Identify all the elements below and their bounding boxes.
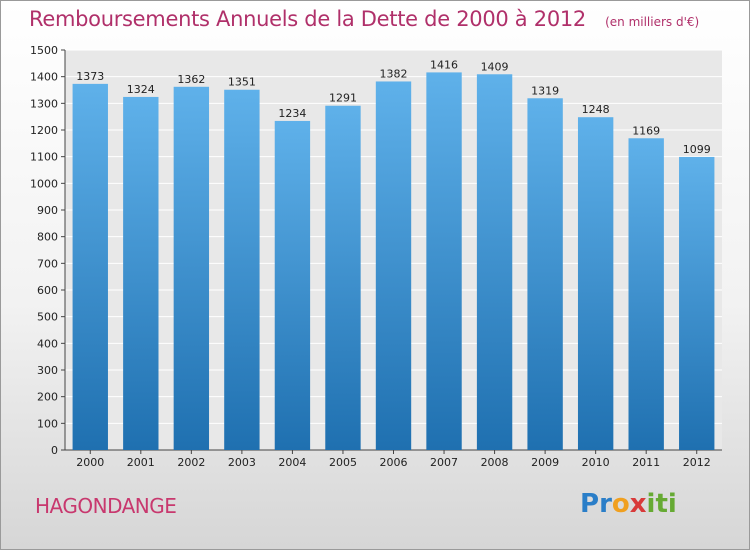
bar	[173, 86, 210, 451]
data-label: 1319	[531, 84, 559, 97]
chart-title: Remboursements Annuels de la Dette de 20…	[29, 7, 586, 31]
data-label: 1169	[632, 124, 660, 137]
city-name: HAGONDANGE	[35, 494, 177, 518]
x-tick-label: 2010	[582, 456, 610, 469]
bar	[325, 105, 361, 450]
y-tick-label: 100	[37, 417, 58, 430]
brand-letter: P	[580, 489, 600, 519]
brand-letter: o	[611, 489, 630, 519]
x-tick-label: 2000	[76, 456, 104, 469]
y-tick-label: 1100	[30, 151, 58, 164]
data-label: 1351	[228, 76, 256, 89]
x-tick-label: 2008	[481, 456, 509, 469]
bar	[224, 89, 260, 450]
data-label: 1382	[380, 67, 408, 80]
x-tick-label: 2012	[683, 456, 711, 469]
x-tick-label: 2002	[177, 456, 205, 469]
title-row: Remboursements Annuels de la Dette de 20…	[29, 7, 699, 37]
brand-letter: i	[667, 489, 677, 519]
y-tick-label: 1300	[30, 97, 58, 110]
x-tick-label: 2003	[228, 456, 256, 469]
x-tick-label: 2004	[278, 456, 306, 469]
data-label: 1234	[278, 107, 306, 120]
bar	[426, 72, 462, 451]
x-tick-label: 2011	[632, 456, 660, 469]
x-tick-label: 2006	[380, 456, 408, 469]
y-tick-label: 700	[37, 257, 58, 270]
y-tick-label: 1200	[30, 124, 58, 137]
data-label: 1248	[582, 103, 610, 116]
bar	[679, 156, 715, 450]
bar	[274, 120, 311, 450]
chart-unit-label: (en milliers d'€)	[605, 15, 700, 29]
data-label: 1324	[127, 83, 155, 96]
y-tick-label: 1000	[30, 177, 58, 190]
y-tick-label: 300	[37, 364, 58, 377]
x-tick-label: 2007	[430, 456, 458, 469]
y-tick-label: 0	[51, 444, 58, 457]
y-tick-label: 600	[37, 284, 58, 297]
y-tick-label: 400	[37, 337, 58, 350]
y-tick-label: 200	[37, 391, 58, 404]
data-label: 1373	[76, 70, 104, 83]
brand-letter: r	[599, 489, 612, 519]
brand-letter: i	[646, 489, 656, 519]
x-tick-label: 2001	[127, 456, 155, 469]
bar	[628, 138, 664, 450]
data-label: 1291	[329, 92, 357, 105]
x-tick-label: 2009	[531, 456, 559, 469]
bar	[72, 83, 108, 450]
data-label: 1099	[683, 143, 711, 156]
y-tick-label: 1500	[30, 44, 58, 57]
bar	[527, 98, 563, 451]
brand-letter: t	[655, 489, 668, 519]
bar	[476, 74, 513, 451]
y-tick-label: 900	[37, 204, 58, 217]
data-label: 1409	[481, 60, 509, 73]
y-tick-label: 500	[37, 311, 58, 324]
data-label: 1416	[430, 58, 458, 71]
data-label: 1362	[177, 73, 205, 86]
brand-letter: x	[629, 489, 647, 519]
x-tick-label: 2005	[329, 456, 357, 469]
bar	[577, 117, 614, 450]
y-tick-label: 1400	[30, 71, 58, 84]
brand-logo: Proxiti	[580, 489, 677, 519]
bar	[375, 81, 412, 450]
y-tick-label: 800	[37, 231, 58, 244]
bar	[123, 96, 159, 450]
